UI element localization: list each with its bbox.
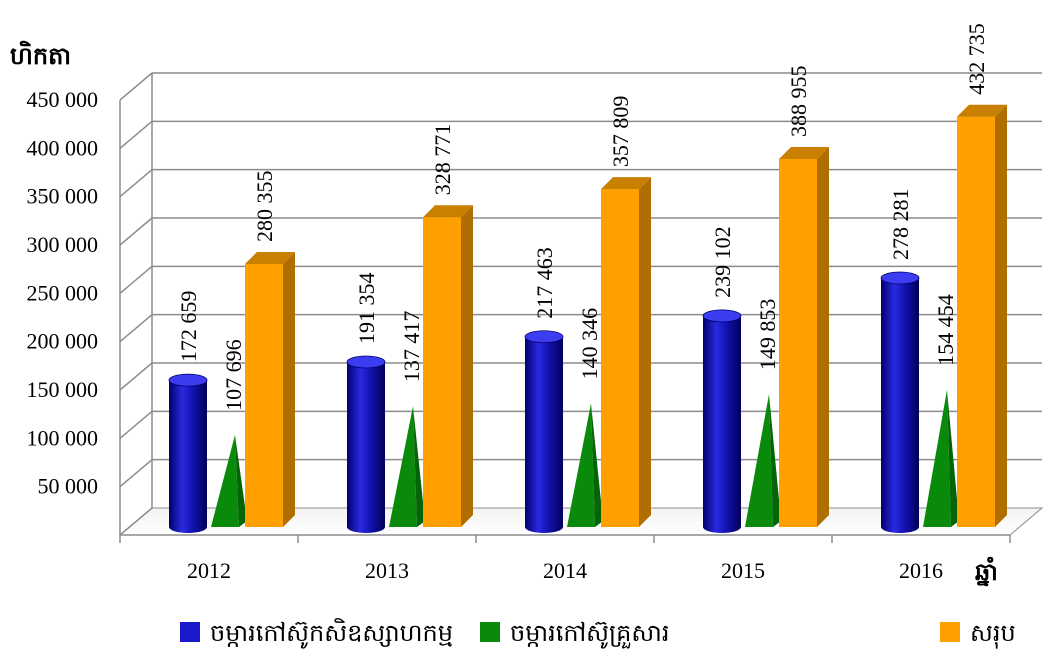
gridline-diagonal	[119, 410, 153, 439]
data-label-series3: 357 809	[608, 96, 633, 168]
data-label-series2: 149 853	[755, 299, 780, 371]
bar-series1-2016	[881, 277, 919, 533]
legend-item-1: ចម្ការកៅស៊ូកសិឧស្សាហកម្ម	[180, 618, 453, 649]
bar-pyramid-side	[947, 389, 959, 527]
gridline-diagonal	[119, 169, 153, 198]
bar-series1-2014	[525, 336, 563, 533]
bar-cylinder-top	[524, 330, 564, 344]
data-label-series2: 137 417	[399, 311, 424, 383]
data-label-series1: 239 102	[710, 226, 735, 298]
data-label-series1: 278 281	[888, 188, 913, 260]
bar-cylinder-top	[168, 373, 208, 387]
data-label-series3: 432 735	[964, 23, 989, 95]
bar-box-top	[957, 104, 1007, 117]
y-tick-label: 150 000	[27, 377, 99, 402]
legend-label: ចម្ការកៅស៊ូកសិឧស្សាហកម្ម	[210, 618, 453, 649]
bar-box-side	[639, 177, 651, 527]
gridline-diagonal	[119, 265, 153, 294]
x-tick-label: 2015	[721, 558, 765, 583]
bar-box-front	[957, 116, 995, 527]
data-label-series3: 328 771	[430, 124, 455, 196]
data-label-series2: 107 696	[221, 339, 246, 411]
bar-box-side	[995, 104, 1007, 527]
data-label-series1: 217 463	[532, 247, 557, 319]
bar-box-top	[601, 177, 651, 190]
bar-pyramid-front	[923, 389, 951, 527]
bar-box-top	[779, 147, 829, 160]
bar-box-front	[779, 159, 817, 527]
gridline-diagonal	[119, 362, 153, 391]
gridline-diagonal	[119, 120, 153, 149]
x-tick-label: 2016	[899, 558, 943, 583]
bar-box-side	[283, 251, 295, 527]
bar-series1-2013	[347, 362, 385, 533]
y-tick-label: 50 000	[38, 474, 99, 499]
y-tick-label: 350 000	[27, 184, 99, 209]
bar-box-side	[461, 205, 473, 527]
axes: 50 000 100 000 150 000 200 000 250 000 300 00…	[27, 73, 1011, 583]
bar-pyramid-side	[769, 394, 781, 527]
data-label-series3: 388 955	[786, 66, 811, 138]
x-axis-title: ឆ្នាំ	[975, 556, 998, 587]
bar-cylinder-top	[880, 271, 920, 285]
y-tick-label: 250 000	[27, 280, 99, 305]
bar-pyramid-front	[567, 403, 595, 527]
legend-label: សរុប	[970, 619, 1016, 649]
bar-series1-2015	[703, 315, 741, 533]
x-tick-label: 2014	[543, 558, 587, 583]
bar-pyramid-front	[389, 406, 417, 527]
gridline-diagonal	[119, 507, 153, 536]
bar-box-top	[245, 251, 295, 264]
bar-box-front	[245, 263, 283, 527]
data-label-series1: 172 659	[176, 291, 201, 363]
bar-pyramid-front	[745, 394, 773, 527]
legend-swatch	[180, 622, 200, 642]
y-tick-label: 400 000	[27, 135, 99, 160]
bar-box-side	[817, 147, 829, 527]
data-label-series2: 140 346	[577, 308, 602, 380]
bar-cylinder-top	[346, 355, 386, 369]
x-tick-label: 2013	[365, 558, 409, 583]
y-tick-label: 450 000	[27, 87, 99, 112]
data-labels: 172 659 107 696 280 355 191 354 137 417 328 7…	[176, 23, 989, 411]
legend-swatch	[940, 622, 960, 642]
bars	[168, 104, 1007, 533]
bar-box-top	[423, 205, 473, 218]
legend-label: ចម្ការកៅស៊ូគ្រួសារ	[510, 619, 670, 649]
y-axis-title: ហិកតា	[10, 40, 71, 70]
gridline-diagonal	[119, 72, 153, 101]
legend-swatch	[480, 622, 500, 642]
bar-box-front	[423, 217, 461, 527]
gridline-diagonal	[119, 217, 153, 246]
bar-pyramid-side	[413, 406, 425, 527]
data-label-series1: 191 354	[354, 273, 379, 345]
legend-item-2: ចម្ការកៅស៊ូគ្រួសារ	[480, 619, 670, 649]
y-tick-label: 200 000	[27, 329, 99, 354]
bar-box-front	[601, 189, 639, 527]
bar-pyramid-side	[591, 403, 603, 527]
y-tick-label: 100 000	[27, 425, 99, 450]
data-label-series2: 154 454	[933, 294, 958, 366]
x-tick-label: 2012	[187, 558, 231, 583]
bar-pyramid-side	[235, 434, 247, 527]
data-label-series3: 280 355	[252, 170, 277, 242]
legend: ចម្ការកៅស៊ូកសិឧស្សាហកម្ម ចម្ការកៅស៊ូគ្រួស…	[180, 618, 1016, 649]
y-tick-label: 300 000	[27, 232, 99, 257]
gridline-diagonal	[119, 459, 153, 488]
bar-series1-2012	[169, 380, 207, 533]
bar-pyramid-front	[211, 434, 239, 527]
bar-cylinder-top	[702, 309, 742, 323]
legend-item-3: សរុប	[940, 619, 1016, 649]
gridline-diagonal	[119, 314, 153, 343]
